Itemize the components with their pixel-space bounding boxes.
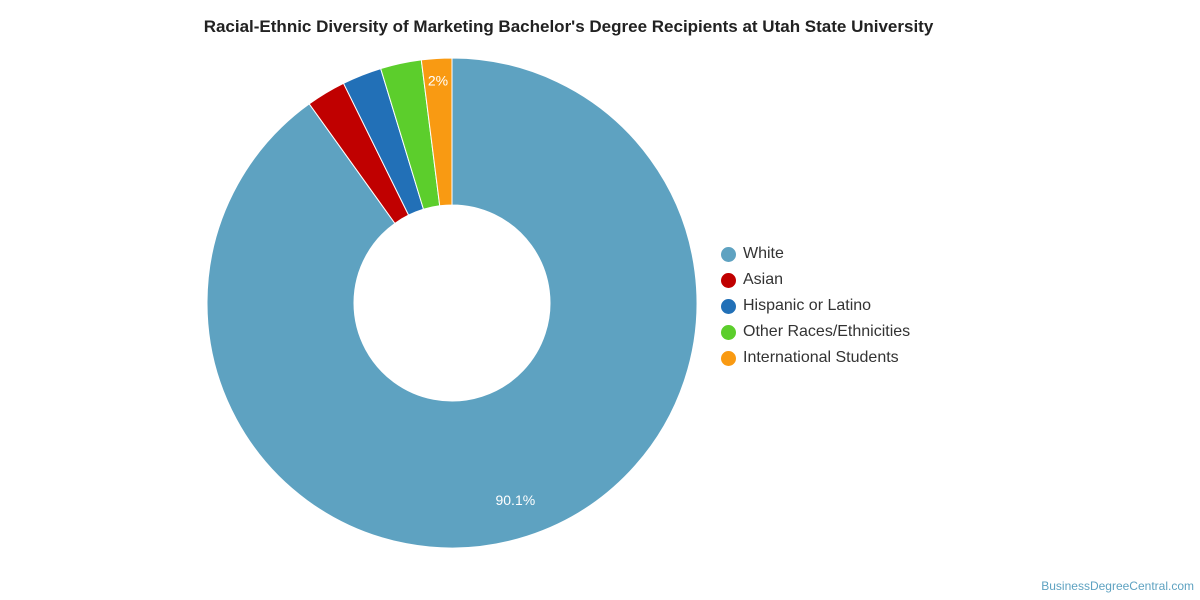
legend-swatch-icon: [721, 298, 736, 314]
chart-title: Racial-Ethnic Diversity of Marketing Bac…: [203, 17, 934, 36]
legend-label: International Students: [743, 349, 899, 366]
slice-white[interactable]: [206, 57, 698, 549]
legend-swatch-icon: [721, 350, 736, 366]
legend-item-white[interactable]: White: [721, 241, 910, 267]
legend-item-hispanic-or-latino[interactable]: Hispanic or Latino: [721, 293, 910, 319]
legend-label: Other Races/Ethnicities: [743, 323, 911, 340]
legend-swatch-icon: [721, 246, 736, 262]
legend-label: Hispanic or Latino: [743, 297, 872, 314]
data-label-international-students: 2%: [428, 72, 448, 88]
source-credit[interactable]: BusinessDegreeCentral.com: [1041, 579, 1194, 593]
legend-label: Asian: [743, 271, 784, 288]
legend-item-international-students[interactable]: International Students: [721, 345, 910, 371]
data-label-white: 90.1%: [495, 492, 535, 508]
legend-item-other-races-ethnicities[interactable]: Other Races/Ethnicities: [721, 319, 910, 345]
chart-legend: White Asian Hispanic or Latino Other Races/…: [721, 241, 910, 371]
legend-label: White: [743, 245, 784, 262]
slice-international-students[interactable]: [420, 57, 453, 207]
legend-item-asian[interactable]: Asian: [721, 267, 910, 293]
legend-swatch-icon: [721, 324, 736, 340]
legend-swatch-icon: [721, 272, 736, 288]
